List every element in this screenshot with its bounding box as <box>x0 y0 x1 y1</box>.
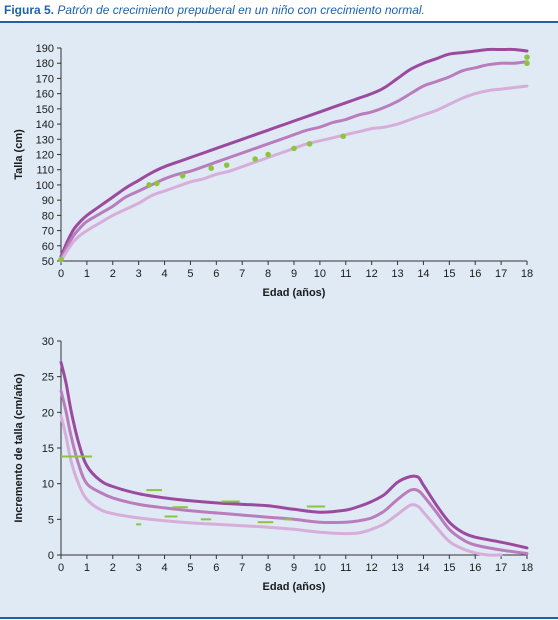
growth-x-tick-label: 6 <box>213 268 219 280</box>
caption-rule-top <box>0 21 558 23</box>
velocity-y-axis-label: Incremento de talla (cm/año) <box>13 373 25 522</box>
growth-patient-point <box>179 173 186 179</box>
growth-x-tick-label: 12 <box>366 268 378 280</box>
growth-y-tick-label: 120 <box>36 150 54 162</box>
growth-patient-point <box>340 133 346 140</box>
growth-y-tick-label: 110 <box>36 165 54 177</box>
figure-label: Figura 5. <box>4 3 55 17</box>
growth-y-tick-label: 180 <box>36 58 54 70</box>
growth-upper-curve <box>59 47 529 258</box>
growth-x-tick-label: 13 <box>391 268 403 280</box>
growth-y-axis-label: Talla (cm) <box>13 129 25 180</box>
growth-patient-point <box>223 162 230 168</box>
growth-x-tick-label: 17 <box>495 268 507 280</box>
growth-x-tick-label: 11 <box>340 268 351 280</box>
growth-x-tick-label: 9 <box>291 268 297 280</box>
growth-y-tick-label: 190 <box>36 43 54 55</box>
growth-x-tick-label: 3 <box>136 268 142 280</box>
growth-y-tick-label: 70 <box>42 226 54 238</box>
growth-x-axis-label: Edad (años) <box>263 287 326 299</box>
velocity-x-tick-label: 15 <box>443 562 455 574</box>
velocity-x-tick-label: 9 <box>291 562 297 574</box>
velocity-x-tick-label: 10 <box>314 562 326 574</box>
growth-middle-curve <box>59 60 529 261</box>
growth-x-tick-label: 16 <box>469 268 481 280</box>
growth-patient-point <box>524 54 530 60</box>
velocity-x-tick-label: 4 <box>161 562 167 574</box>
velocity-y-tick-label: 0 <box>48 550 54 562</box>
growth-patient-point <box>146 182 152 188</box>
velocity-x-tick-label: 12 <box>366 562 378 574</box>
growth-y-tick-label: 100 <box>36 180 54 192</box>
velocity-y-tick-label: 20 <box>42 407 54 419</box>
growth-x-tick-label: 8 <box>265 268 271 280</box>
growth-patient-point <box>265 151 271 158</box>
growth-patient-point <box>291 145 297 152</box>
caption-rule-bottom <box>0 617 558 619</box>
velocity-upper-curve <box>59 360 529 550</box>
velocity-x-tick-label: 14 <box>417 562 429 574</box>
growth-y-tick-label: 130 <box>36 134 54 146</box>
growth-patient-point <box>58 256 64 263</box>
growth-y-tick-label: 150 <box>36 104 54 116</box>
growth-x-tick-label: 5 <box>187 268 193 280</box>
growth-x-tick-label: 14 <box>417 268 429 280</box>
velocity-y-tick-label: 10 <box>42 479 54 491</box>
velocity-lower-curve <box>59 414 503 557</box>
velocity-x-axis-label: Edad (años) <box>263 581 326 593</box>
figure-caption-text: Patrón de crecimiento prepuberal en un n… <box>57 3 425 17</box>
growth-y-tick-label: 60 <box>42 241 54 253</box>
growth-x-tick-label: 2 <box>110 268 116 280</box>
figure-caption: Figura 5. Patrón de crecimiento prepuber… <box>4 0 425 20</box>
growth-patient-point <box>153 180 160 187</box>
velocity-x-tick-label: 1 <box>84 562 90 574</box>
velocity-x-tick-label: 18 <box>521 562 533 574</box>
velocity-x-tick-label: 0 <box>58 562 64 574</box>
growth-x-tick-label: 7 <box>239 268 245 280</box>
velocity-y-tick-label: 25 <box>42 372 54 384</box>
growth-y-tick-label: 140 <box>36 119 54 131</box>
growth-y-tick-label: 80 <box>42 210 54 222</box>
growth-x-tick-label: 1 <box>84 268 90 280</box>
velocity-middle-curve <box>59 389 529 556</box>
growth-y-tick-label: 90 <box>42 195 54 207</box>
growth-patient-point <box>306 141 313 147</box>
growth-y-tick-label: 160 <box>36 89 54 101</box>
velocity-x-tick-label: 7 <box>239 562 245 574</box>
velocity-x-tick-label: 11 <box>340 562 351 574</box>
growth-x-tick-label: 4 <box>161 268 167 280</box>
velocity-x-tick-label: 13 <box>391 562 403 574</box>
growth-patient-point <box>252 156 258 162</box>
growth-lower-curve <box>59 84 529 263</box>
growth-patient-point <box>524 60 530 67</box>
growth-y-tick-label: 170 <box>36 73 54 85</box>
velocity-y-tick-label: 5 <box>48 514 54 526</box>
growth-x-tick-label: 10 <box>314 268 326 280</box>
growth-y-tick-label: 50 <box>42 256 54 268</box>
velocity-y-tick-label: 15 <box>42 443 54 455</box>
growth-patient-point <box>208 165 214 171</box>
velocity-x-tick-label: 17 <box>495 562 507 574</box>
velocity-x-tick-label: 3 <box>136 562 142 574</box>
growth-x-tick-label: 18 <box>521 268 533 280</box>
velocity-x-tick-label: 6 <box>213 562 219 574</box>
velocity-x-tick-label: 8 <box>265 562 271 574</box>
growth-x-tick-label: 15 <box>443 268 455 280</box>
velocity-x-tick-label: 16 <box>469 562 481 574</box>
velocity-x-tick-label: 5 <box>187 562 193 574</box>
growth-x-tick-label: 0 <box>58 268 64 280</box>
velocity-x-tick-label: 2 <box>110 562 116 574</box>
velocity-y-tick-label: 30 <box>42 336 54 348</box>
